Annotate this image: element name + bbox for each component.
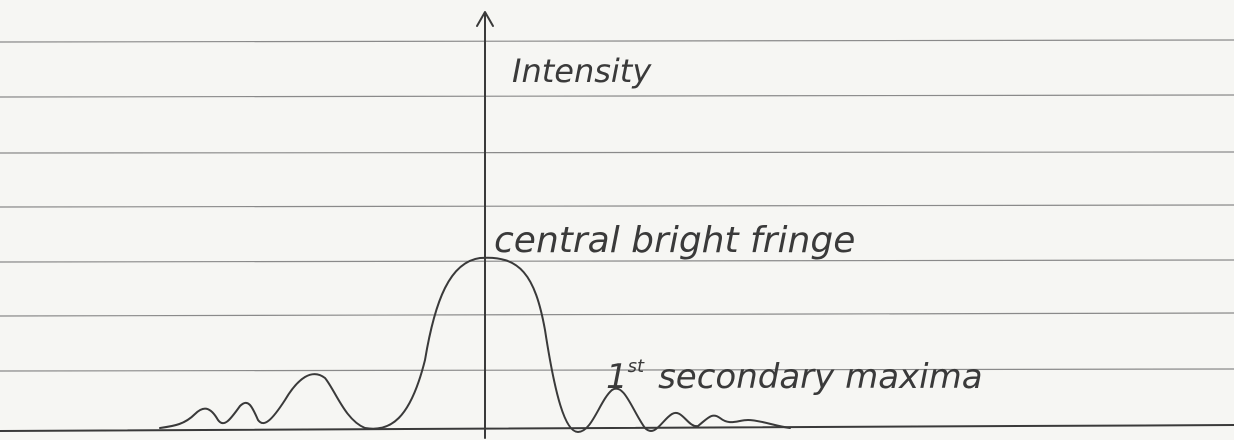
annotation: central bright fringe xyxy=(494,220,855,261)
annotation-suffix: st xyxy=(628,356,645,377)
axis-label: Intensity xyxy=(512,52,652,90)
page: Intensity central bright fringe 1stsecon… xyxy=(0,0,1234,440)
annotation: 1st secondary maxima xyxy=(606,356,983,397)
annotation-text: secondary maxima xyxy=(658,357,982,397)
annotation-ordinal: 1 xyxy=(606,357,628,397)
